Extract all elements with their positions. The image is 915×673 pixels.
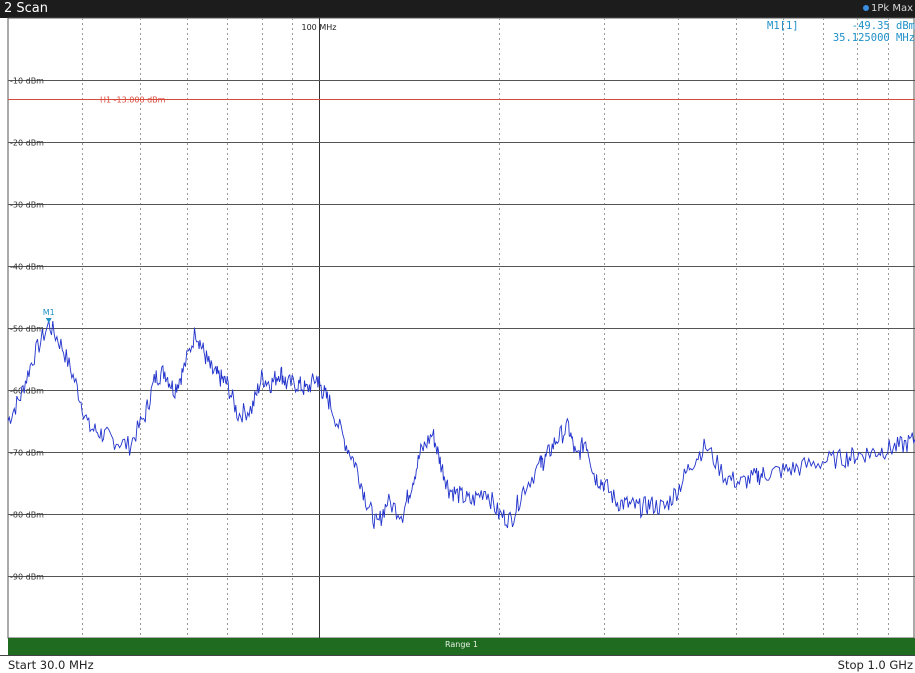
footer: Start 30.0 MHz Stop 1.0 GHz: [0, 655, 915, 673]
window-title: 2 Scan: [4, 1, 49, 16]
trace-line: [7, 320, 915, 529]
y-tick-label: -10 dBm: [10, 77, 44, 86]
y-tick-label: -50 dBm: [10, 325, 44, 334]
marker-triangle-icon: [45, 317, 52, 323]
limit-line-label: H1 -13.000 dBm: [100, 96, 166, 105]
start-frequency: Start 30.0 MHz: [8, 658, 94, 672]
y-tick-label: -20 dBm: [10, 139, 44, 148]
range-bar: Range 1: [8, 638, 915, 655]
marker-readout-frequency: 35.125000 MHz: [832, 32, 915, 44]
y-tick-label: -30 dBm: [10, 201, 44, 210]
y-tick-label: -80 dBm: [10, 511, 44, 520]
marker-readout: M1[1] -49.35 dBm 35.125000 MHz: [765, 20, 915, 50]
trace-indicator: 1Pk Max: [862, 2, 913, 15]
x-tick-label: 100 MHz: [302, 23, 337, 32]
title-bar: 2 Scan 1Pk Max: [0, 0, 915, 18]
marker-readout-name: M1[1]: [767, 20, 799, 32]
y-tick-label: -60 dBm: [10, 387, 44, 396]
y-tick-label: -40 dBm: [10, 263, 44, 272]
range-label: Range 1: [445, 640, 478, 649]
y-tick-label: -70 dBm: [10, 449, 44, 458]
trace-label: 1Pk Max: [870, 3, 913, 14]
marker-readout-level: -49.35 dBm: [851, 20, 915, 32]
y-tick-label: -90 dBm: [10, 573, 44, 582]
trace-dot-icon: [862, 5, 869, 11]
marker-label: M1: [43, 308, 55, 317]
stop-frequency: Stop 1.0 GHz: [837, 658, 913, 672]
